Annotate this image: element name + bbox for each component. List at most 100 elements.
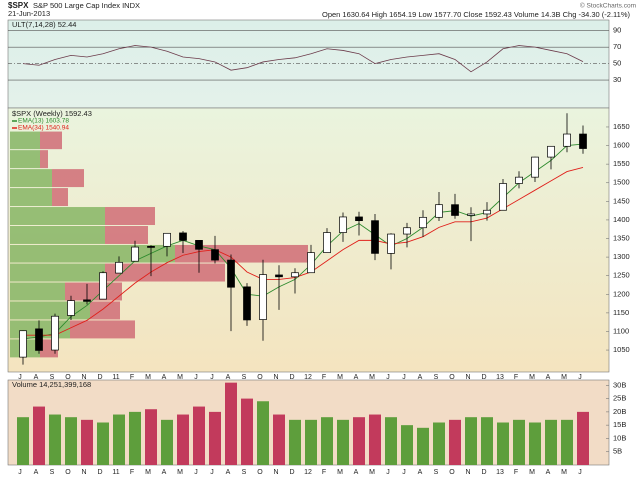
x-tick-label: D: [289, 374, 294, 381]
candle-body: [227, 259, 235, 288]
symbol: $SPX: [8, 1, 29, 10]
x-tick-label: A: [418, 469, 423, 476]
y-tick-label: 1350: [613, 233, 630, 242]
x-tick-label: F: [322, 469, 326, 476]
volume-bar: [193, 406, 205, 465]
candle-body: [115, 261, 123, 274]
vbp-up: [10, 282, 65, 301]
x-tick-label: S: [242, 469, 247, 476]
y-tick-label: 20B: [613, 407, 626, 416]
x-tick-label: A: [162, 374, 167, 381]
volume-bar: [321, 417, 333, 465]
volume-bar: [273, 414, 285, 465]
y-tick-label: 1650: [613, 122, 630, 131]
candle-body: [259, 274, 267, 320]
x-tick-label: A: [226, 469, 231, 476]
x-tick-label: J: [210, 469, 214, 476]
x-tick-label: M: [529, 469, 535, 476]
legend-label: EMA(13) 1603.78: [18, 118, 69, 125]
vbp-up: [10, 263, 105, 282]
y-tick-label: 1050: [613, 345, 630, 354]
volume-bar: [113, 414, 125, 465]
volume-bar: [289, 419, 301, 465]
candle-body: [387, 233, 395, 254]
x-tick-label: J: [194, 469, 198, 476]
y-tick-label: 5B: [613, 447, 622, 456]
vbp-down: [90, 301, 120, 320]
volume-bar: [17, 417, 29, 465]
x-tick-label: M: [561, 374, 567, 381]
vbp-down: [52, 188, 68, 207]
x-tick-label: A: [34, 469, 39, 476]
volume-label: Volume 14,251,399,168: [12, 380, 91, 389]
volume-bar: [401, 425, 413, 465]
volume-bar: [305, 419, 317, 465]
candle-body: [131, 246, 139, 262]
y-tick-label: 25B: [613, 394, 626, 403]
candle-body: [515, 176, 523, 184]
x-tick-label: A: [34, 374, 39, 381]
x-tick-label: N: [81, 469, 86, 476]
x-tick-label: F: [514, 374, 518, 381]
ult-line: [22, 45, 584, 73]
candle-body: [451, 204, 459, 216]
x-tick-label: A: [354, 469, 359, 476]
volume-bar: [145, 409, 157, 465]
candle-body: [163, 232, 171, 247]
x-tick-label: O: [257, 374, 263, 381]
vbp-down: [105, 225, 148, 244]
x-tick-label: 11: [112, 469, 119, 476]
x-tick-label: A: [354, 374, 359, 381]
x-tick-label: J: [210, 374, 214, 381]
volume-bar: [385, 417, 397, 465]
x-tick-label: M: [369, 374, 375, 381]
volume-bar: [257, 401, 269, 465]
vbp-up: [10, 131, 40, 150]
y-tick-label: 1100: [613, 326, 629, 335]
x-tick-label: N: [465, 374, 470, 381]
y-tick-label: 70: [613, 42, 621, 51]
vbp-up: [10, 150, 40, 169]
volume-bar: [545, 419, 557, 465]
x-tick-label: M: [337, 469, 343, 476]
volume-bar: [129, 411, 141, 465]
x-tick-label: F: [322, 374, 326, 381]
y-tick-label: 1250: [613, 271, 630, 280]
x-tick-label: D: [481, 374, 486, 381]
x-tick-label: 11: [112, 374, 119, 381]
volume-bar: [337, 419, 349, 465]
volume-bar: [209, 411, 221, 465]
x-tick-label: A: [418, 374, 423, 381]
x-tick-label: M: [369, 469, 375, 476]
volume-bar: [33, 406, 45, 465]
y-tick-label: 50: [613, 59, 621, 68]
volume-bar: [369, 414, 381, 465]
y-tick-label: 1550: [613, 159, 630, 168]
volume-bar: [417, 427, 429, 465]
x-tick-label: N: [465, 469, 470, 476]
x-tick-label: M: [561, 469, 567, 476]
x-tick-label: M: [145, 374, 151, 381]
candle-body: [467, 213, 475, 216]
ult-panel: [7, 19, 610, 109]
date: 21-Jun-2013: [8, 9, 50, 18]
x-tick-label: A: [226, 374, 231, 381]
vbp-up: [10, 169, 52, 188]
vbp-down: [40, 150, 48, 169]
x-tick-label: S: [50, 374, 55, 381]
y-tick-label: 1600: [613, 141, 630, 150]
volume-bar: [177, 414, 189, 465]
candle-body: [83, 299, 91, 302]
volume-bar: [241, 398, 253, 465]
ult-label: ULT(7,14,28) 52.44: [12, 20, 76, 29]
x-tick-label: J: [402, 374, 406, 381]
y-tick-label: 1150: [613, 308, 629, 317]
candle-body: [435, 204, 443, 218]
vbp-up: [10, 207, 105, 225]
vbp-down: [65, 282, 122, 301]
volume-bar: [49, 414, 61, 465]
candle-body: [147, 245, 155, 248]
volume-bar: [481, 417, 493, 465]
candle-body: [547, 145, 555, 158]
x-tick-label: S: [242, 374, 247, 381]
